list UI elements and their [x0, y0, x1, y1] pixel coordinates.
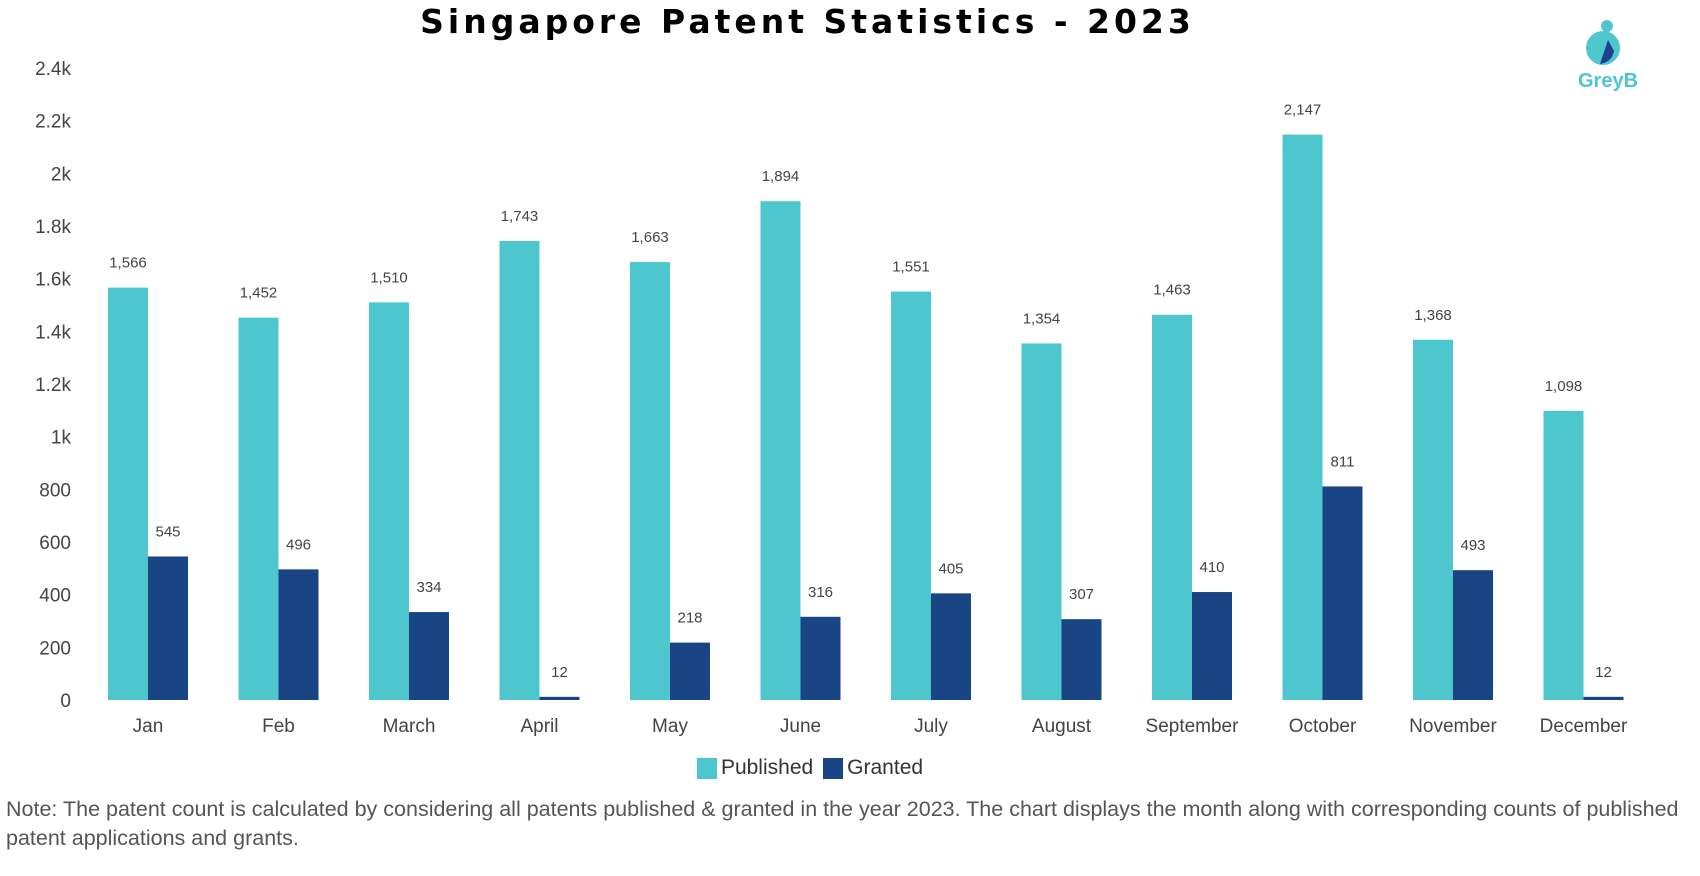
- logo-text: GreyB: [1578, 70, 1639, 92]
- x-tick-label: Feb: [262, 716, 295, 737]
- data-label: 307: [1069, 586, 1094, 603]
- y-tick-label: 2.4k: [35, 59, 71, 80]
- bar-granted: [1322, 486, 1363, 700]
- y-tick-label: 2.2k: [35, 112, 71, 133]
- bar-published: [1282, 134, 1323, 700]
- bar-published: [108, 287, 148, 700]
- x-tick-label: March: [383, 716, 436, 737]
- x-tick-label: July: [914, 716, 948, 737]
- legend-label: Granted: [847, 756, 924, 779]
- legend-swatch: [823, 757, 844, 779]
- x-tick-label: August: [1032, 716, 1092, 737]
- y-tick-label: 600: [39, 533, 71, 554]
- data-label: 405: [938, 560, 963, 577]
- legend-item-granted[interactable]: Granted: [823, 756, 923, 780]
- bar-granted: [278, 569, 319, 700]
- y-tick-label: 400: [39, 586, 71, 607]
- data-label: 2,147: [1284, 102, 1322, 119]
- data-label: 410: [1199, 559, 1224, 576]
- data-label: 1,368: [1414, 307, 1452, 324]
- legend-label: Published: [720, 756, 814, 779]
- x-tick-label: June: [780, 716, 821, 737]
- bar-granted: [409, 612, 449, 700]
- legend: Published Granted: [0, 756, 1620, 780]
- y-tick-label: 1.2k: [35, 375, 71, 396]
- bar-published: [238, 317, 279, 700]
- data-label: 1,663: [631, 229, 669, 246]
- bar-granted: [670, 642, 710, 700]
- data-label: 218: [677, 610, 702, 627]
- greyb-logo-icon: [1586, 20, 1620, 65]
- data-label: 334: [416, 579, 441, 596]
- data-label: 1,551: [892, 259, 930, 276]
- data-label: 493: [1460, 537, 1485, 554]
- bar-published: [891, 291, 931, 700]
- y-tick-label: 2k: [51, 164, 72, 185]
- x-tick-label: May: [652, 716, 688, 737]
- bar-granted: [1192, 592, 1232, 700]
- y-tick-label: 1.4k: [35, 322, 71, 343]
- bar-published: [630, 262, 670, 700]
- y-tick-label: 1.8k: [35, 217, 71, 238]
- y-tick-label: 0: [60, 691, 71, 712]
- bar-granted: [800, 616, 841, 700]
- bar-published: [1543, 410, 1584, 700]
- y-tick-label: 1k: [51, 428, 72, 449]
- bar-granted: [539, 696, 580, 700]
- data-label: 12: [551, 664, 568, 681]
- data-label: 1,894: [762, 168, 800, 185]
- bar-granted: [931, 593, 971, 700]
- bar-granted: [1583, 696, 1624, 700]
- bar-published: [760, 201, 801, 700]
- data-label: 1,510: [370, 269, 408, 286]
- bar-granted: [1061, 619, 1102, 700]
- bar-published: [369, 302, 409, 700]
- chart-title: Singapore Patent Statistics - 2023: [420, 2, 1195, 41]
- x-tick-label: September: [1146, 716, 1240, 737]
- x-tick-label: Jan: [133, 716, 164, 737]
- y-tick-label: 200: [39, 638, 71, 659]
- bar-granted: [1453, 570, 1493, 700]
- data-label: 316: [808, 584, 833, 601]
- bar-published: [499, 241, 540, 700]
- data-label: 1,452: [240, 285, 278, 302]
- y-tick-label: 800: [39, 480, 71, 501]
- x-tick-label: April: [520, 716, 558, 737]
- data-label: 1,566: [109, 255, 147, 272]
- data-label: 811: [1331, 453, 1355, 470]
- data-label: 1,743: [501, 208, 539, 225]
- data-label: 12: [1595, 664, 1612, 681]
- data-label: 545: [155, 523, 180, 540]
- bar-chart: 0 200 400 600 800 1k 1.2k 1.4k 1.6k 1.8k 2k 2.2k 2.4…: [35, 59, 1628, 737]
- bar-granted: [148, 556, 188, 700]
- x-tick-label: December: [1540, 716, 1628, 737]
- chart-note: Note: The patent count is calculated by …: [6, 797, 1679, 850]
- bar-published: [1021, 343, 1062, 700]
- data-label: 496: [286, 536, 311, 553]
- data-label: 1,463: [1153, 282, 1191, 299]
- data-label: 1,098: [1545, 378, 1583, 395]
- legend-swatch: [696, 757, 717, 779]
- data-label: 1,354: [1023, 310, 1061, 327]
- y-tick-label: 1.6k: [35, 270, 71, 291]
- bar-published: [1152, 314, 1192, 700]
- x-tick-label: November: [1409, 716, 1497, 737]
- bar-published: [1413, 339, 1453, 700]
- legend-item-published[interactable]: Published: [696, 756, 814, 780]
- x-tick-label: October: [1289, 716, 1357, 737]
